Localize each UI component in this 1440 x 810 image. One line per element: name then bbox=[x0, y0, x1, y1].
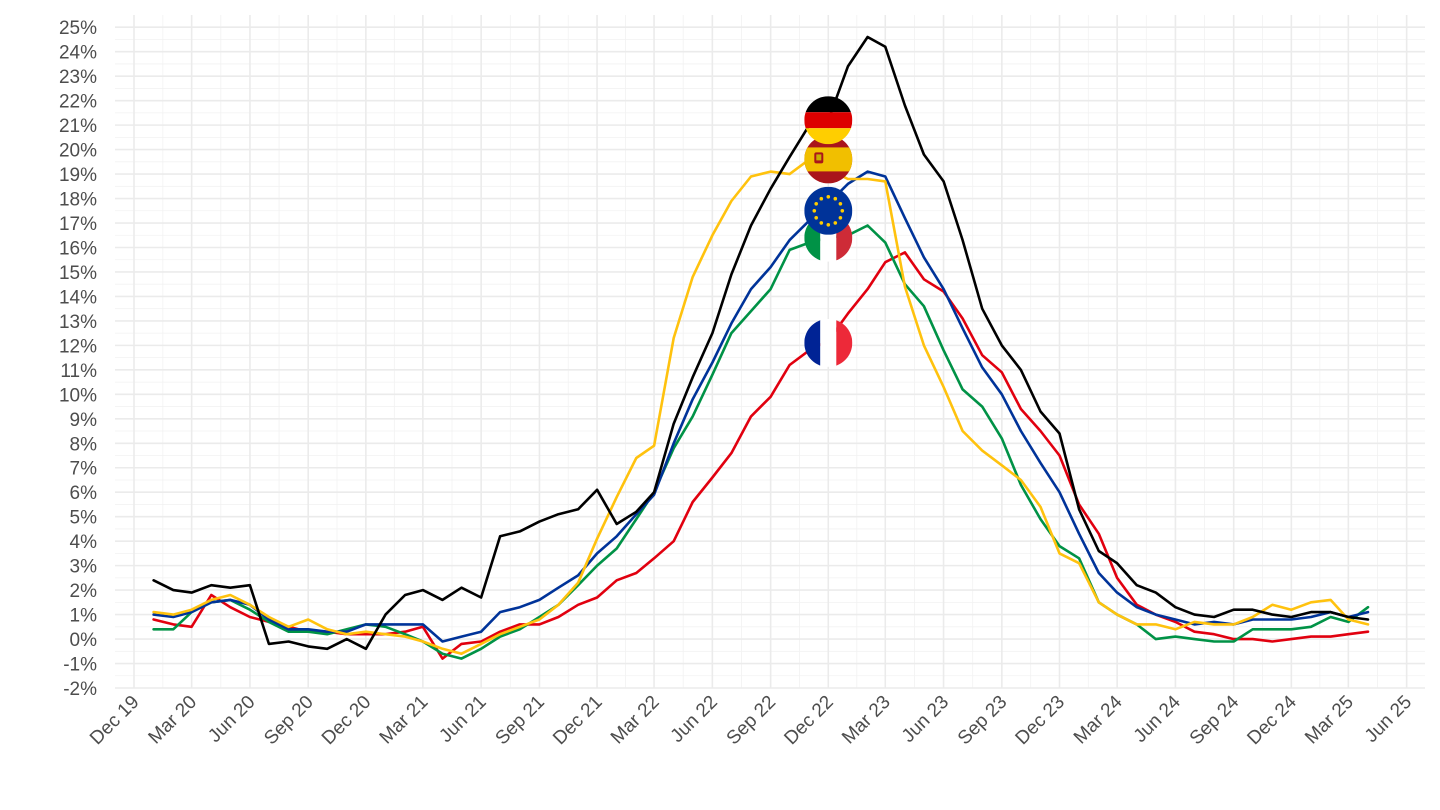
series-line-germany bbox=[152, 35, 1370, 651]
y-tick-label: 9% bbox=[70, 410, 98, 431]
series-lines bbox=[152, 35, 1370, 660]
y-tick-label: 25% bbox=[59, 18, 97, 39]
y-tick-label: 5% bbox=[70, 508, 98, 529]
y-tick-label: 12% bbox=[59, 336, 97, 357]
y-tick-label: 20% bbox=[59, 141, 97, 162]
y-tick-label: -2% bbox=[63, 679, 97, 700]
y-tick-label: 3% bbox=[70, 557, 98, 578]
x-tick-label: Sep 22 bbox=[723, 692, 780, 749]
x-tick-label: Jun 23 bbox=[898, 692, 953, 747]
x-tick-label: Jun 21 bbox=[435, 692, 490, 747]
series-line-euro-area bbox=[152, 170, 1370, 643]
y-tick-label: 8% bbox=[70, 434, 98, 455]
y-tick-label: 17% bbox=[59, 214, 97, 235]
y-tick-label: 0% bbox=[70, 630, 98, 651]
y-tick-label: 18% bbox=[59, 190, 97, 211]
y-tick-label: 14% bbox=[59, 287, 97, 308]
y-tick-label: 4% bbox=[70, 532, 98, 553]
x-tick-label: Jun 22 bbox=[667, 692, 722, 747]
x-tick-label: Dec 19 bbox=[86, 692, 143, 749]
y-tick-label: 7% bbox=[70, 459, 98, 480]
x-tick-label: Jun 24 bbox=[1130, 691, 1185, 746]
france-flag-icon bbox=[804, 318, 853, 367]
x-tick-label: Sep 23 bbox=[954, 692, 1011, 749]
y-tick-label: 10% bbox=[59, 385, 97, 406]
x-tick-label: Mar 21 bbox=[376, 692, 433, 749]
y-tick-label: 1% bbox=[70, 606, 98, 627]
y-tick-label: 6% bbox=[70, 483, 98, 504]
germany-flag-icon bbox=[804, 96, 853, 145]
x-tick-label: Mar 25 bbox=[1301, 692, 1358, 749]
x-tick-label: Sep 21 bbox=[492, 692, 549, 749]
y-tick-label: 24% bbox=[59, 43, 97, 64]
x-axis: Dec 19 Mar 20 Jun 20 Sep 20 Dec 20 Mar 21 Jun … bbox=[86, 691, 1416, 749]
y-tick-label: 11% bbox=[60, 361, 97, 382]
y-tick-label: 15% bbox=[59, 263, 97, 284]
y-tick-label: 13% bbox=[59, 312, 97, 333]
y-axis: -2% -1% 0% 1% 2% 3% 4% 5% 6% 7% 8% 9% 10% 11% 12% 13% 14… bbox=[59, 18, 97, 700]
x-tick-label: Mar 23 bbox=[838, 692, 895, 749]
x-tick-label: Dec 23 bbox=[1012, 692, 1069, 749]
series-line-italy bbox=[152, 224, 1370, 660]
x-tick-label: Sep 20 bbox=[260, 692, 317, 749]
x-tick-label: Dec 22 bbox=[780, 692, 837, 749]
x-tick-label: Mar 20 bbox=[145, 692, 202, 749]
y-tick-label: 21% bbox=[59, 116, 97, 137]
y-tick-label: 16% bbox=[59, 238, 97, 259]
x-tick-label: Sep 24 bbox=[1186, 691, 1244, 749]
x-tick-label: Dec 20 bbox=[318, 692, 375, 749]
x-tick-label: Jun 25 bbox=[1361, 692, 1416, 747]
y-tick-label: 23% bbox=[59, 67, 97, 88]
x-tick-label: Mar 22 bbox=[607, 692, 664, 749]
y-tick-label: 2% bbox=[70, 581, 98, 602]
x-tick-label: Jun 20 bbox=[204, 692, 259, 747]
y-tick-label: 19% bbox=[59, 165, 97, 186]
series-line-spain bbox=[152, 158, 1370, 656]
x-tick-label: Dec 24 bbox=[1243, 691, 1301, 749]
major-gridlines bbox=[115, 15, 1425, 689]
y-tick-label: -1% bbox=[63, 655, 97, 676]
spain-flag-icon bbox=[804, 135, 853, 184]
x-tick-label: Dec 21 bbox=[549, 692, 606, 749]
flag-markers bbox=[804, 96, 853, 367]
eu-flag-icon bbox=[804, 186, 853, 235]
y-tick-label: 22% bbox=[59, 92, 97, 113]
x-tick-label: Mar 24 bbox=[1070, 691, 1127, 748]
